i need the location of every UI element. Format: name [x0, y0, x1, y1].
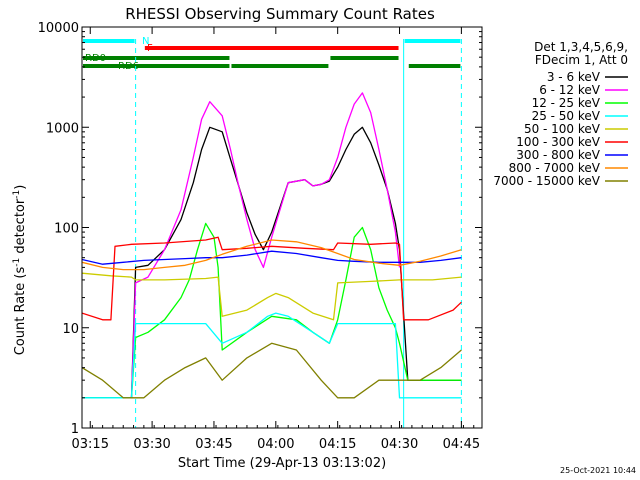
x-axis: 03:15 03:30 03:45 04:00 04:15 04:30 04:45	[72, 27, 480, 452]
y-tick-label: 100	[54, 222, 79, 237]
y-tick-label: 1	[71, 422, 79, 437]
series-line	[82, 250, 462, 265]
legend-label: 6 - 12 keV	[539, 83, 601, 97]
y-label-superscript: -1	[12, 190, 22, 199]
x-tick-label: 03:30	[133, 437, 170, 452]
series-line	[82, 312, 462, 399]
y-axis: 1 10 100 1000 10000	[38, 21, 482, 437]
x-tick-label: 04:45	[443, 437, 480, 452]
plot-area	[81, 39, 462, 428]
series-line	[82, 92, 401, 399]
legend-label: 300 - 800 keV	[516, 148, 600, 162]
series-line	[82, 239, 462, 271]
status-bar-label: F	[147, 43, 153, 54]
series-line	[82, 342, 462, 399]
plot-frame	[81, 26, 483, 429]
y-label-part: detector	[13, 198, 28, 258]
legend: Det 1,3,4,5,6,9, FDecim 1, Att 0 3 - 6 k…	[493, 40, 628, 188]
x-tick-label: 04:00	[257, 437, 294, 452]
status-bar-label: N	[142, 36, 149, 47]
y-tick-label: 10000	[38, 21, 79, 36]
x-tick-label: 04:15	[319, 437, 356, 452]
y-label-part: Count Rate (s	[13, 267, 28, 356]
status-bars: NF RD0 RD6	[83, 36, 461, 72]
legend-label: 12 - 25 keV	[532, 96, 601, 110]
series-line	[82, 236, 462, 321]
legend-label: 100 - 300 keV	[516, 135, 600, 149]
x-axis-label: Start Time (29-Apr-13 03:13:02)	[178, 456, 386, 471]
chart-title: RHESSI Observing Summary Count Rates	[125, 5, 435, 23]
status-bar-label: RD6	[118, 61, 139, 72]
legend-label: 3 - 6 keV	[547, 70, 601, 84]
status-bar-label: RD0	[85, 53, 106, 64]
legend-header-line2: FDecim 1, Att 0	[535, 53, 628, 67]
x-tick-label: 03:15	[72, 437, 109, 452]
legend-label: 800 - 7000 keV	[509, 161, 601, 175]
legend-label: 50 - 100 keV	[524, 122, 601, 136]
y-label-part: )	[13, 185, 28, 190]
y-tick-label: 1000	[46, 121, 79, 136]
x-tick-label: 04:30	[381, 437, 418, 452]
series-lines	[82, 92, 462, 399]
x-tick-label: 03:45	[195, 437, 232, 452]
legend-label: 7000 - 15000 keV	[493, 174, 600, 188]
y-axis-label: Count Rate (s-1 detector-1)	[12, 185, 28, 356]
y-label-superscript: -1	[12, 258, 22, 267]
series-line	[82, 272, 462, 321]
legend-header-line1: Det 1,3,4,5,6,9,	[534, 40, 628, 54]
legend-label: 25 - 50 keV	[532, 109, 601, 123]
footer-date: 25-Oct-2021 10:44	[560, 466, 636, 475]
series-line	[82, 222, 462, 399]
y-tick-label: 10	[62, 322, 79, 337]
